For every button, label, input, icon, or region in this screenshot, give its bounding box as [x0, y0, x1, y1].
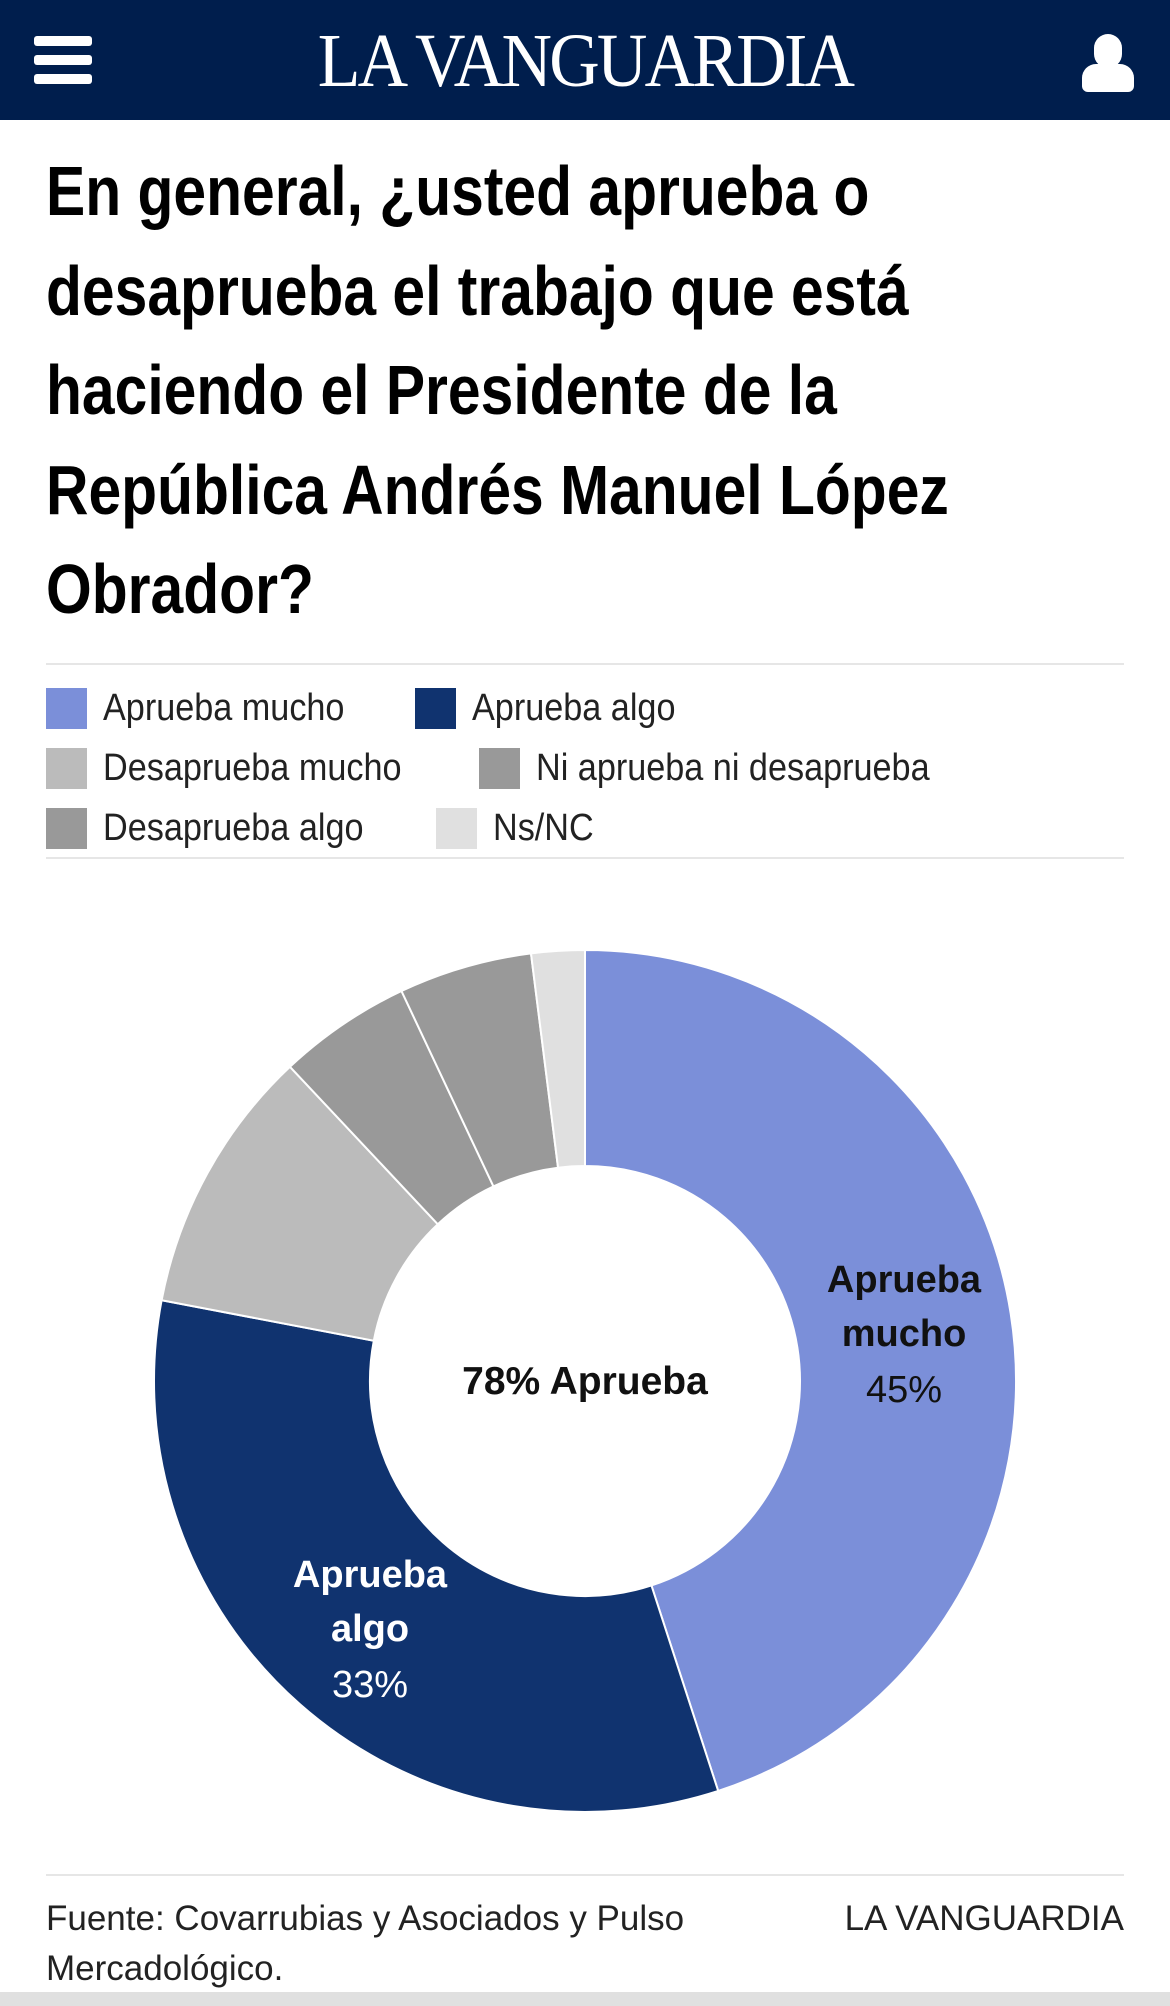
chart-title: En general, ¿usted aprueba o desaprueba … [46, 142, 1146, 640]
slice-label: algo [331, 1608, 409, 1650]
legend-swatch [436, 807, 478, 849]
title-line: En general, ¿usted aprueba o [46, 152, 870, 230]
slice-ns-nc [529, 948, 586, 1169]
center-label: 78% Aprueba [462, 1360, 708, 1403]
slice-label: Aprueba [827, 1259, 982, 1301]
user-icon[interactable] [1082, 34, 1134, 92]
legend-item: Aprueba mucho [46, 687, 371, 730]
source-note: Fuente: Covarrubias y Asociados y Pulso … [46, 1899, 685, 1988]
title-line: República Andrés Manuel López [46, 450, 949, 529]
divider [46, 857, 1124, 859]
legend-item: Ns/NC [436, 807, 605, 850]
title-line: desaprueba el trabajo que está [46, 251, 909, 330]
legend-swatch [415, 687, 457, 729]
bottom-bar [0, 1992, 1170, 2006]
title-line: haciendo el Presidente de la [46, 351, 837, 429]
footer-brand: LA VANGUARDIA [844, 1899, 1124, 1938]
top-nav-bar: LA VANGUARDIA [0, 0, 1170, 120]
legend-label: Desaprueba algo [103, 806, 364, 849]
slice-label: mucho [842, 1313, 967, 1355]
slice-aprueba-algo [153, 1299, 720, 1813]
legend-item: Desaprueba algo [46, 807, 392, 850]
legend-label: Ns/NC [493, 806, 595, 849]
legend-item: Ni aprueba ni desaprueba [478, 746, 973, 790]
title-line: Obrador? [46, 550, 314, 628]
legend-item: Aprueba algo [415, 687, 698, 730]
legend-label: Aprueba algo [472, 686, 676, 729]
slice-label: Aprueba [293, 1554, 448, 1596]
legend: Aprueba mucho Aprueba algo Desaprueba mu… [46, 678, 1126, 858]
divider [46, 663, 1124, 665]
legend-swatch [478, 747, 520, 789]
site-logo[interactable]: LA VANGUARDIA [317, 19, 855, 103]
legend-swatch [46, 807, 87, 849]
legend-swatch [46, 747, 87, 789]
slice-value-label: 45% [866, 1369, 942, 1411]
legend-swatch [46, 687, 87, 729]
slice-value-label: 33% [332, 1664, 408, 1706]
legend-label: Ni aprueba ni desaprueba [535, 746, 930, 789]
hamburger-menu-icon[interactable] [34, 36, 92, 84]
divider [46, 1874, 1124, 1876]
legend-label: Desaprueba mucho [103, 746, 402, 789]
legend-label: Aprueba mucho [103, 686, 345, 729]
slice-aprueba-mucho [584, 948, 1017, 1793]
legend-item: Desaprueba mucho [46, 747, 435, 790]
